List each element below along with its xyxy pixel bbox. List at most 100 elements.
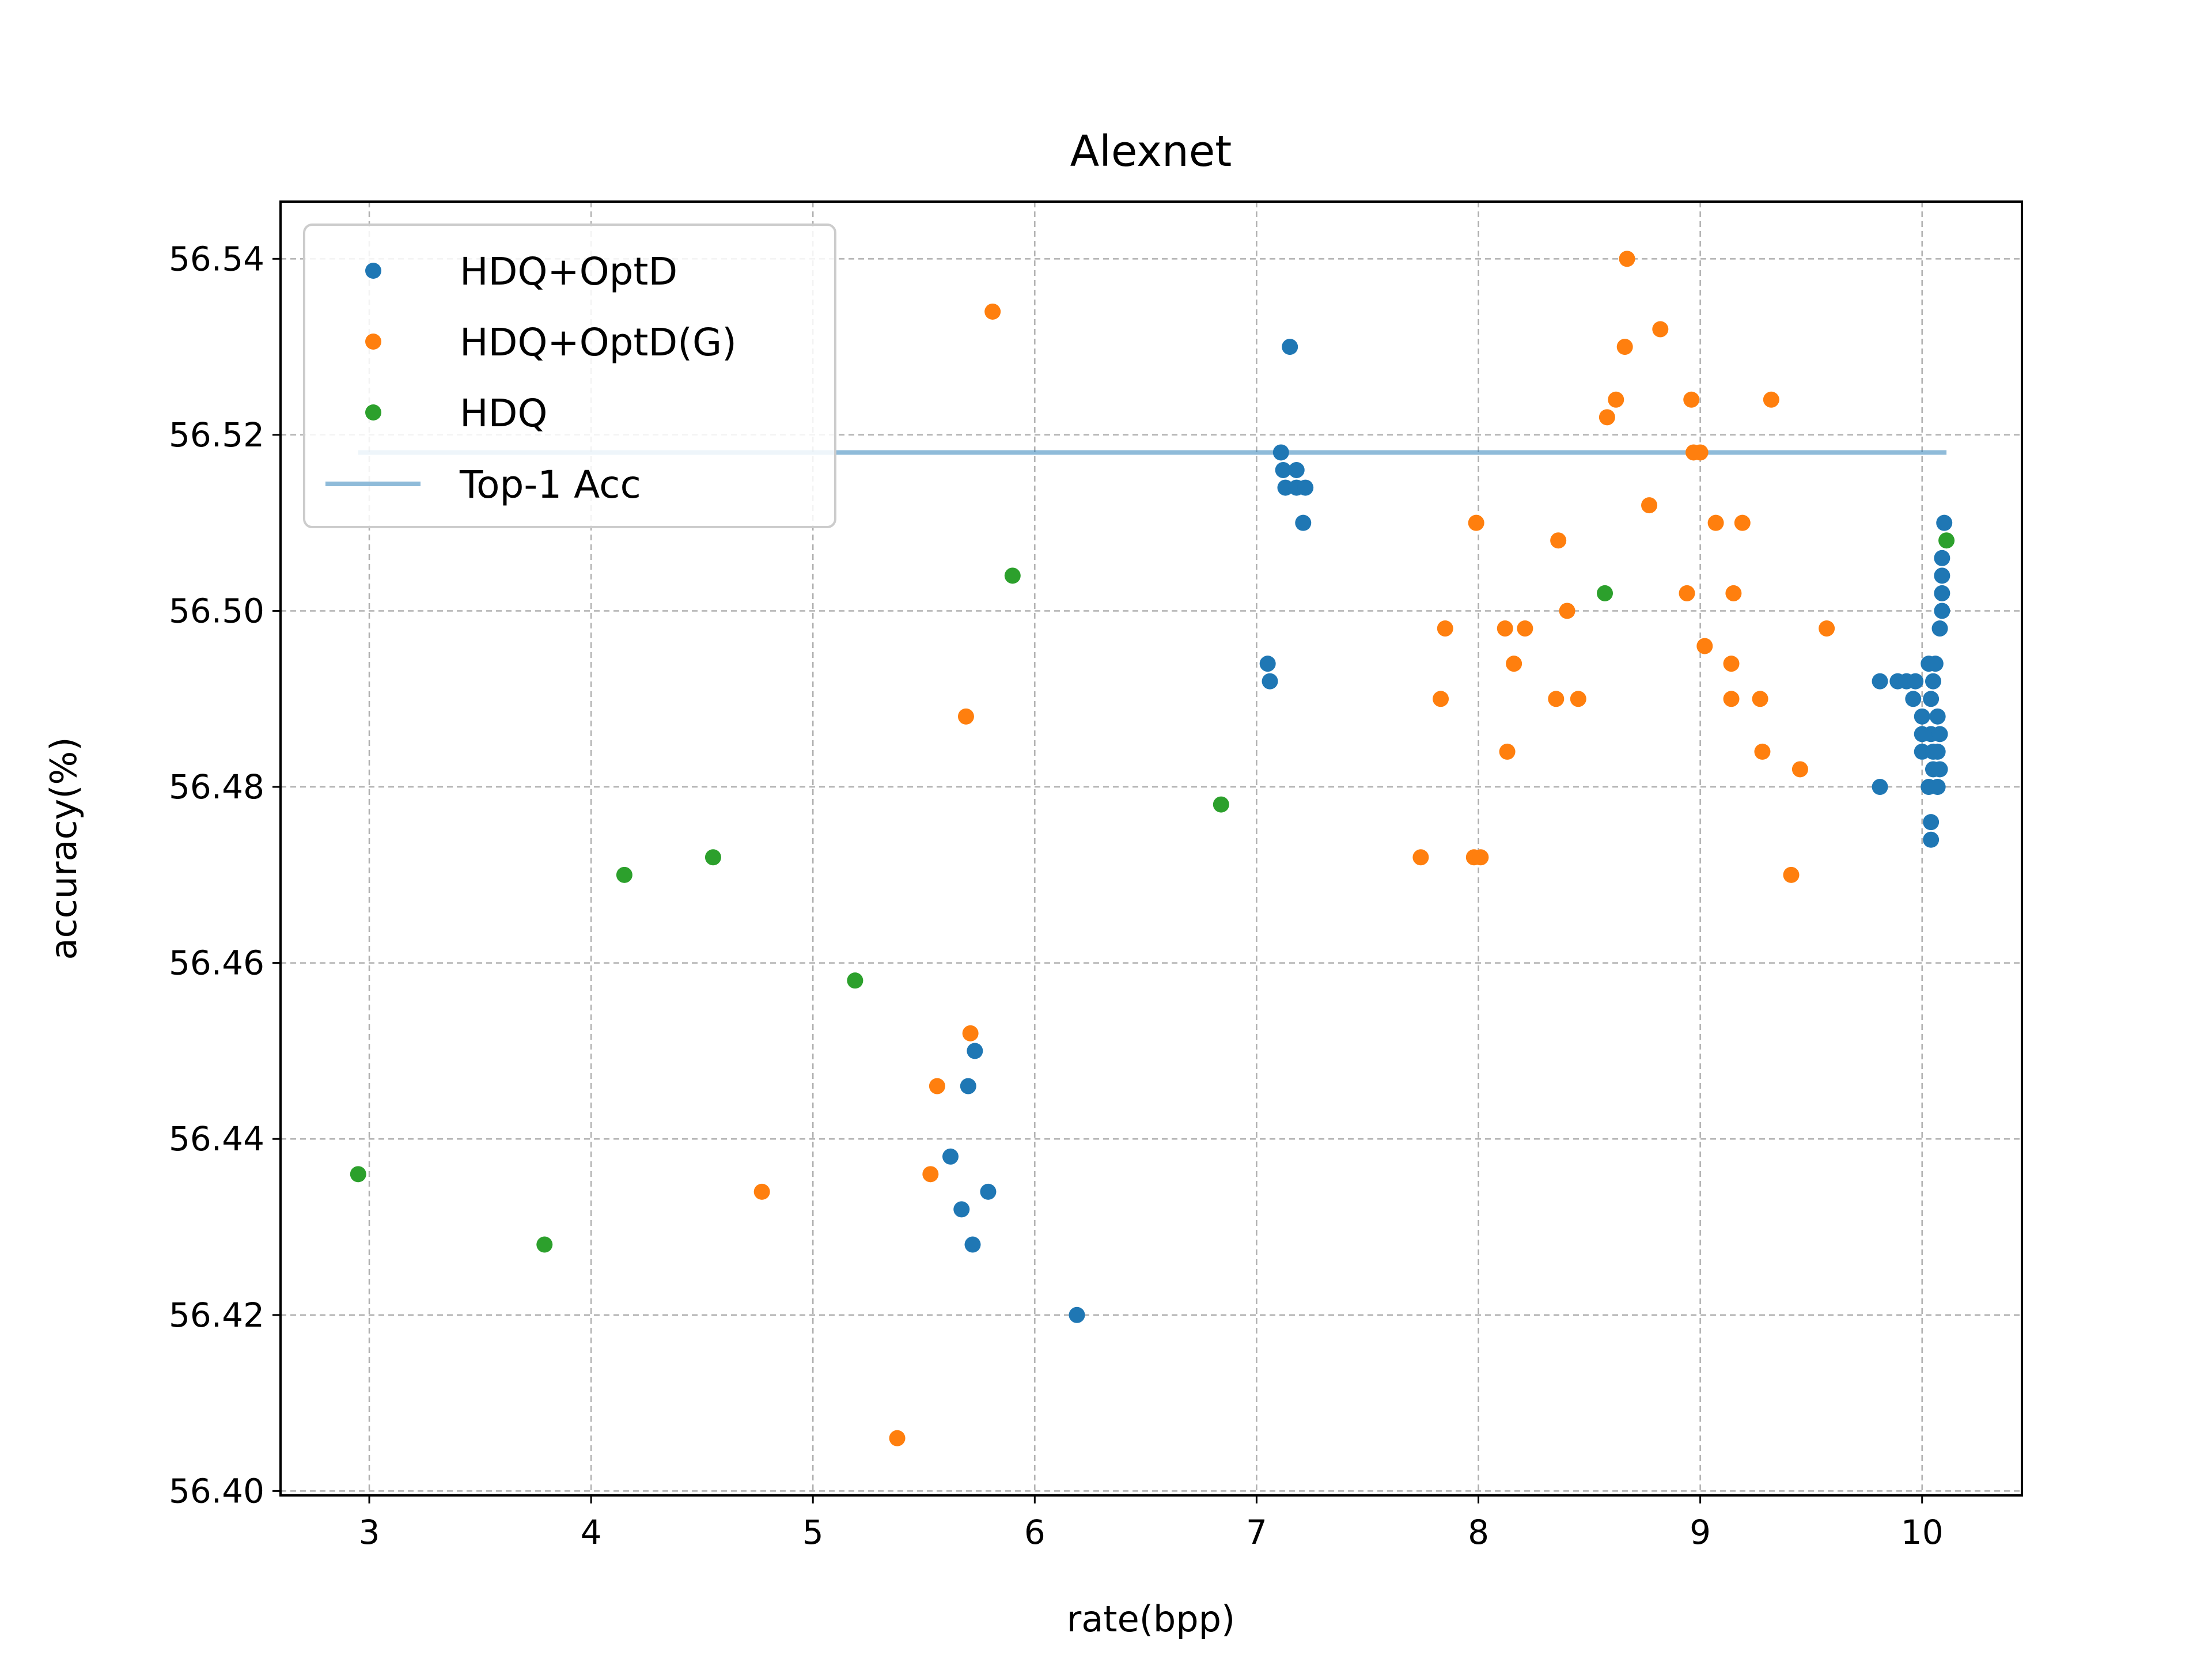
data-point: [1259, 656, 1276, 672]
data-point: [1914, 743, 1930, 760]
data-point: [984, 303, 1001, 320]
data-point: [1550, 532, 1567, 549]
data-point: [1548, 691, 1565, 707]
data-point: [1934, 567, 1950, 584]
data-point: [1931, 761, 1948, 778]
data-point: [1872, 673, 1888, 690]
data-point: [1914, 708, 1930, 725]
data-point: [1275, 462, 1291, 479]
data-point: [1683, 391, 1700, 408]
series-hdq-optd: [942, 339, 1953, 1323]
data-point: [1905, 691, 1922, 707]
legend-swatch: [365, 404, 381, 421]
data-point: [1499, 743, 1516, 760]
data-point: [1497, 620, 1513, 637]
y-tick-label: 56.50: [169, 591, 264, 630]
data-point: [1934, 603, 1950, 619]
data-point: [1925, 673, 1941, 690]
data-point: [1213, 796, 1229, 813]
y-tick-label: 56.48: [169, 767, 264, 806]
x-tick-label: 8: [1468, 1513, 1489, 1552]
data-point: [1763, 391, 1779, 408]
data-point: [1934, 585, 1950, 601]
data-point: [1931, 620, 1948, 637]
data-point: [1608, 391, 1624, 408]
data-point: [350, 1166, 366, 1183]
data-point: [1692, 444, 1709, 461]
data-point: [1069, 1306, 1085, 1323]
x-tick-label: 6: [1024, 1513, 1046, 1552]
data-point: [1468, 514, 1484, 531]
data-point: [964, 1236, 981, 1253]
data-point: [1907, 673, 1924, 690]
data-point: [1923, 691, 1940, 707]
data-point: [980, 1183, 997, 1200]
x-tick-label: 5: [802, 1513, 824, 1552]
series-hdq-optd-g-: [753, 251, 1835, 1446]
data-point: [1295, 514, 1312, 531]
y-tick-label: 56.46: [169, 944, 264, 983]
data-point: [1297, 479, 1314, 496]
data-point: [1923, 831, 1940, 848]
data-point: [1679, 585, 1695, 601]
legend-swatch: [365, 263, 381, 279]
data-point: [962, 1025, 979, 1041]
data-point: [1652, 321, 1669, 338]
data-point: [1506, 656, 1522, 672]
data-point: [967, 1043, 983, 1059]
data-point: [1282, 339, 1298, 355]
data-point: [1931, 726, 1948, 743]
data-point: [753, 1183, 770, 1200]
data-point: [1929, 743, 1946, 760]
data-point: [1923, 814, 1940, 831]
data-point: [1437, 620, 1453, 637]
data-point: [1927, 656, 1944, 672]
data-point: [1004, 567, 1021, 584]
data-point: [1934, 550, 1950, 566]
data-point: [1752, 691, 1768, 707]
x-axis-ticks: 3 4 5 6 7 8 9 10: [359, 1495, 1944, 1552]
legend: HDQ+OptD HDQ+OptD(G) HDQ Top-1 Acc: [303, 224, 836, 528]
data-point: [929, 1078, 945, 1094]
data-point: [1734, 514, 1751, 531]
data-point: [953, 1201, 970, 1218]
y-tick-label: 56.40: [169, 1471, 264, 1510]
x-axis-label: rate(bpp): [1067, 1598, 1235, 1640]
data-point: [1783, 866, 1800, 883]
y-axis-label: accuracy(%): [43, 737, 85, 960]
series-hdq: [350, 532, 1955, 1253]
data-point: [1272, 444, 1289, 461]
y-tick-label: 56.44: [169, 1119, 264, 1158]
data-point: [1517, 620, 1533, 637]
data-point: [704, 849, 721, 866]
y-axis-ticks: 56.40 56.42 56.44 56.46 56.48 56.50 56.52 56.54: [169, 239, 281, 1510]
data-point: [1936, 514, 1953, 531]
y-tick-label: 56.52: [169, 415, 264, 454]
chart-title: Alexnet: [1070, 127, 1232, 176]
data-point: [1725, 585, 1742, 601]
data-point: [1597, 585, 1613, 601]
data-point: [1929, 779, 1946, 796]
data-point: [1570, 691, 1586, 707]
data-point: [942, 1148, 959, 1165]
data-point: [1472, 849, 1489, 866]
data-point: [847, 972, 863, 989]
x-tick-label: 4: [581, 1513, 602, 1552]
data-point: [616, 866, 632, 883]
x-tick-label: 10: [1901, 1513, 1944, 1552]
data-point: [1929, 708, 1946, 725]
data-point: [957, 708, 974, 725]
legend-label: Top-1 Acc: [459, 463, 641, 507]
legend-box: [303, 224, 836, 528]
data-point: [1412, 849, 1429, 866]
data-point: [889, 1430, 906, 1446]
data-point: [960, 1078, 976, 1094]
data-point: [1433, 691, 1449, 707]
data-point: [1723, 691, 1740, 707]
data-point: [1819, 620, 1835, 637]
data-point: [1791, 761, 1808, 778]
data-point: [1619, 251, 1635, 267]
data-point: [1696, 638, 1713, 654]
legend-label: HDQ+OptD(G): [460, 320, 737, 365]
legend-label: HDQ: [460, 391, 547, 435]
